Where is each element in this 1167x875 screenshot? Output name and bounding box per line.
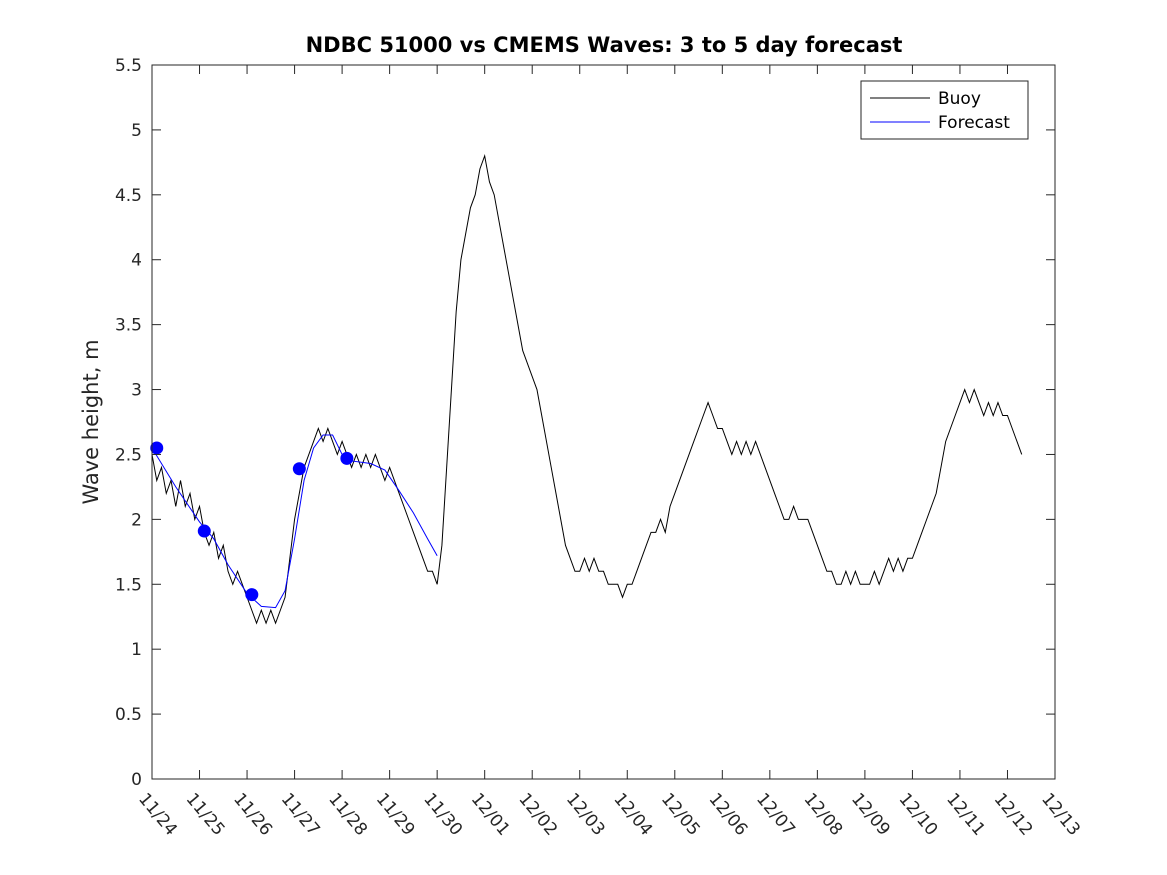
forecast-marker [150,441,164,455]
y-tick-label: 2 [131,510,142,530]
x-tick-label: 12/03 [562,789,609,839]
x-tick-label: 11/27 [277,789,324,839]
marker-layer [150,441,354,602]
y-tick-label: 4 [131,251,142,271]
series-line-buoy [151,153,1023,625]
series-layer [151,153,1023,625]
y-tick-label: 4.5 [115,186,142,206]
legend: Buoy Forecast [860,80,1029,140]
x-tick-label: 11/24 [134,789,181,839]
legend-forecast-label: Forecast [938,113,1010,133]
x-tick-label: 11/26 [229,789,276,839]
forecast-marker [292,462,306,476]
x-tick-label: 12/07 [752,789,799,839]
y-tick-label: 0.5 [115,705,142,725]
x-tick-label: 12/01 [467,789,514,839]
legend-buoy-label: Buoy [938,89,981,109]
chart-title: NDBC 51000 vs CMEMS Waves: 3 to 5 day fo… [306,33,903,57]
x-tick-label: 12/04 [609,789,656,839]
y-axis-label: Wave height, m [79,339,103,504]
x-tick-label: 12/06 [704,789,751,839]
y-tick-label: 1.5 [115,575,142,595]
forecast-marker [340,451,354,465]
series-line-forecast [151,434,438,609]
x-tick-label: 12/12 [990,789,1037,839]
x-tick-label: 11/29 [372,789,419,839]
plot-area [152,65,1055,779]
y-tick-label: 3 [131,381,142,401]
axes-box [151,64,1056,780]
y-tick-label: 5 [131,121,142,141]
x-tick-label: 12/13 [1037,789,1084,839]
x-tick-label: 12/11 [942,789,989,839]
x-tick-label: 11/30 [419,789,466,839]
x-tick-label: 12/02 [514,789,561,839]
x-tick-label: 12/08 [800,789,847,839]
x-tick-label: 11/25 [182,789,229,839]
y-tick-label: 2.5 [115,445,142,465]
y-tick-label: 0 [131,770,142,790]
y-tick-label: 1 [131,640,142,660]
legend-box [860,80,1029,140]
forecast-marker [197,524,211,538]
y-tick-label: 3.5 [115,316,142,336]
x-tick-label: 12/05 [657,789,704,839]
y-tick-label: 5.5 [115,56,142,76]
forecast-marker [245,588,259,602]
x-tick-label: 12/10 [895,789,942,839]
x-tick-label: 11/28 [324,789,371,839]
x-tick-label: 12/09 [847,789,894,839]
y-axis: 0 0.5 1 1.5 2 2.5 3 3.5 4 4.5 5 5.5 [115,56,1055,790]
